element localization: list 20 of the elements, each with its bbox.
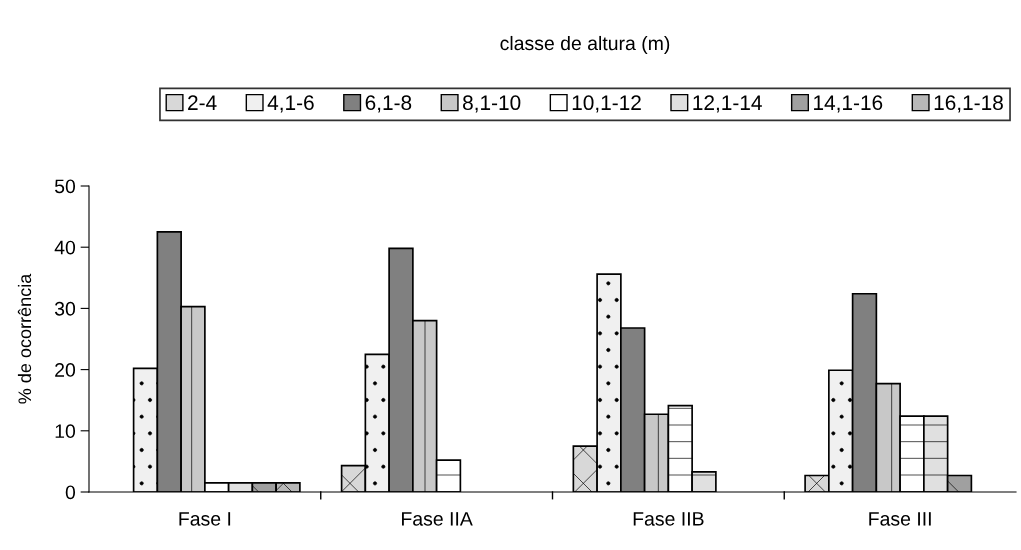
y-tick-label: 20 xyxy=(55,363,76,377)
legend-label: 14,1-16 xyxy=(814,95,883,113)
legend-label: 8,1-10 xyxy=(463,95,521,113)
y-tick-label: 10 xyxy=(55,424,76,439)
legend-label: 6,1-8 xyxy=(365,95,412,113)
legend-label: 2-4 xyxy=(188,95,217,110)
legend-label: 16,1-18 xyxy=(934,95,1003,113)
x-tick-label: Fase IIA xyxy=(402,512,473,526)
x-tick-label: Fase I xyxy=(179,512,231,526)
legend-label: 4,1-6 xyxy=(267,95,314,113)
y-tick-label: 50 xyxy=(54,179,76,194)
x-tick-label: Fase III xyxy=(869,512,931,526)
y-tick-label: 30 xyxy=(54,301,76,316)
y-axis-title: % de ocorrência xyxy=(17,273,32,404)
legend-label: 12,1-14 xyxy=(693,95,762,113)
y-tick-label: 0 xyxy=(65,485,76,500)
legend-title: classe de altura (m) xyxy=(500,35,670,55)
y-tick-label: 40 xyxy=(54,240,76,255)
x-tick-label: Fase IIB xyxy=(633,512,704,526)
legend-label: 10,1-12 xyxy=(572,95,641,113)
